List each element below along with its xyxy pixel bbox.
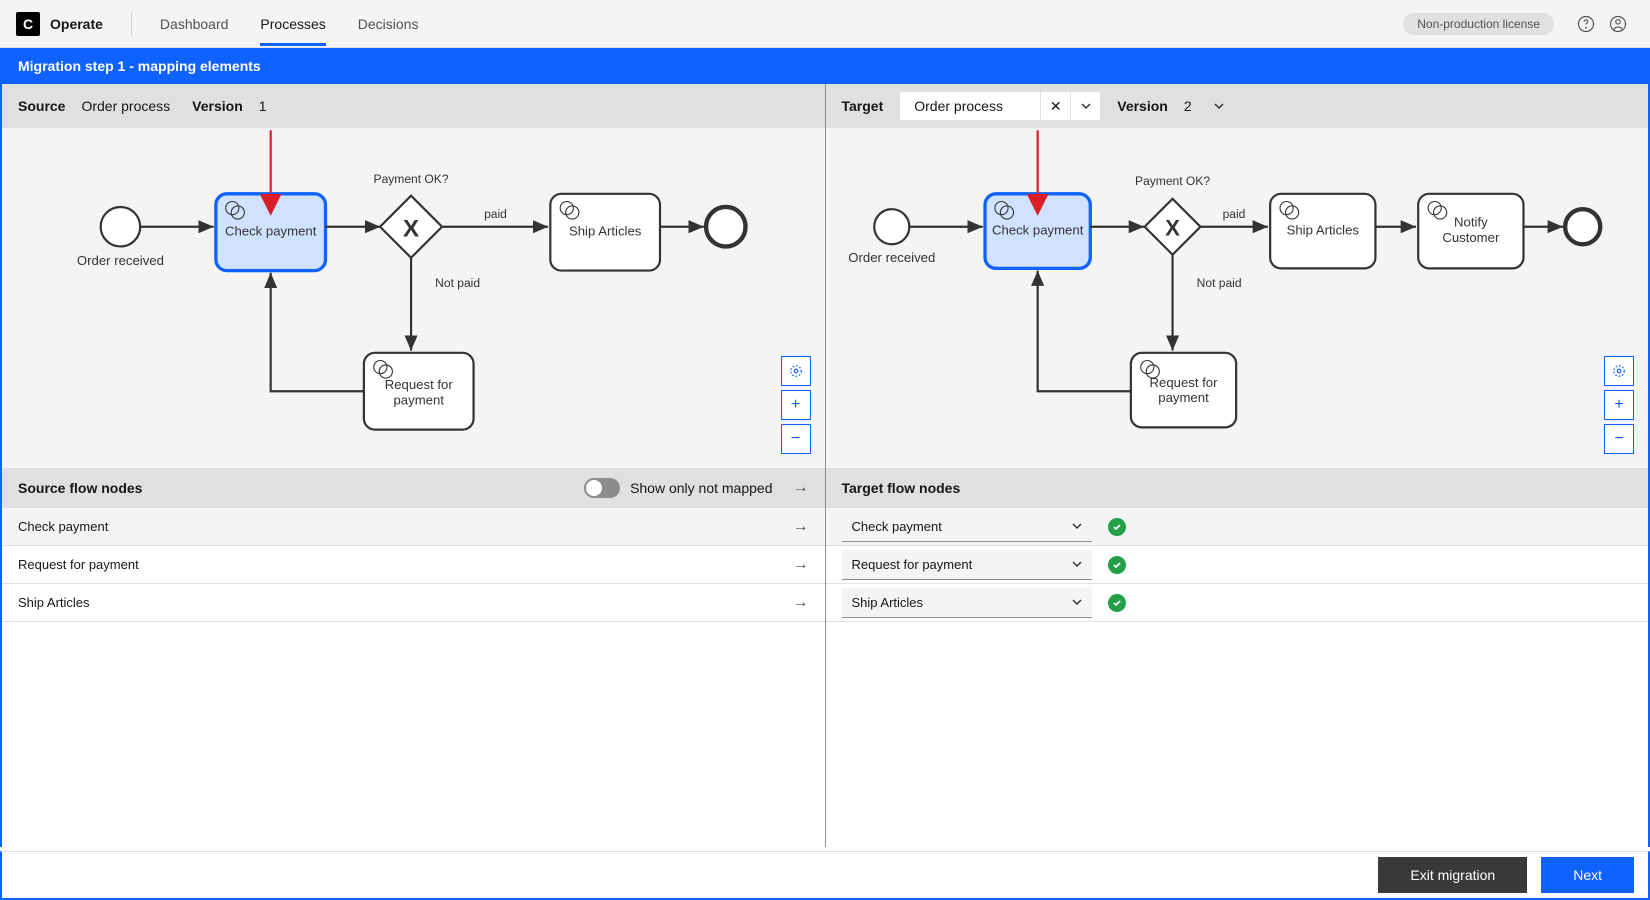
source-diagram[interactable]: Order received Check payment X Payment O… — [2, 128, 825, 468]
table-row: Ship Articles — [826, 584, 1649, 622]
svg-text:Not paid: Not paid — [435, 276, 480, 290]
svg-text:X: X — [403, 216, 419, 243]
svg-text:Payment OK?: Payment OK? — [1135, 174, 1210, 188]
svg-text:Order received: Order received — [77, 253, 164, 268]
target-select[interactable]: Check payment — [842, 512, 1092, 542]
svg-text:Request for: Request for — [1149, 375, 1218, 390]
source-rows: Check payment→ Request for payment→ Ship… — [2, 508, 825, 622]
table-row[interactable]: Ship Articles→ — [2, 584, 825, 622]
arrow-icon: → — [793, 518, 809, 536]
check-icon — [1108, 594, 1126, 612]
migration-step-bar: Migration step 1 - mapping elements — [0, 48, 1650, 84]
check-icon — [1108, 518, 1126, 536]
nav-decisions[interactable]: Decisions — [358, 2, 419, 46]
zoom-controls: + − — [1604, 356, 1634, 454]
target-version: 2 — [1184, 98, 1192, 114]
source-label: Source — [18, 98, 65, 114]
source-flow-nodes-label: Source flow nodes — [18, 480, 142, 496]
table-row: Check payment — [826, 508, 1649, 546]
next-button[interactable]: Next — [1541, 857, 1634, 893]
target-diagram[interactable]: Order received Check payment X Payment O… — [826, 128, 1649, 468]
toggle-label: Show only not mapped — [630, 480, 772, 496]
target-flow-nodes-label: Target flow nodes — [842, 480, 961, 496]
svg-text:Ship Articles: Ship Articles — [1286, 222, 1359, 237]
source-panel: Source Order process Version 1 Order rec… — [2, 84, 826, 847]
target-process-select[interactable]: Order process ✕ — [899, 91, 1101, 121]
exit-migration-button[interactable]: Exit migration — [1378, 857, 1527, 893]
svg-text:Ship Articles: Ship Articles — [569, 223, 642, 238]
nav-processes[interactable]: Processes — [260, 2, 325, 46]
zoom-controls: + − — [781, 356, 811, 454]
svg-text:Not paid: Not paid — [1196, 276, 1241, 290]
source-process: Order process — [81, 98, 170, 114]
target-table-header: Target flow nodes — [826, 468, 1649, 508]
svg-text:Payment OK?: Payment OK? — [374, 172, 449, 186]
show-not-mapped-toggle[interactable] — [584, 478, 620, 498]
arrow-icon: → — [793, 594, 809, 612]
source-table-header: Source flow nodes Show only not mapped → — [2, 468, 825, 508]
svg-text:paid: paid — [1222, 207, 1245, 221]
svg-text:Request for: Request for — [385, 377, 454, 392]
target-label: Target — [842, 98, 884, 114]
zoom-reset-button[interactable] — [781, 356, 811, 386]
svg-text:Check payment: Check payment — [225, 223, 317, 238]
target-select[interactable]: Ship Articles — [842, 588, 1092, 618]
nav-divider — [131, 12, 132, 36]
target-header: Target Order process ✕ Version 2 — [826, 84, 1649, 128]
zoom-in-button[interactable]: + — [1604, 390, 1634, 420]
footer: Exit migration Next — [0, 851, 1650, 900]
arrow-icon: → — [793, 556, 809, 574]
target-select[interactable]: Request for payment — [842, 550, 1092, 580]
svg-text:payment: payment — [1158, 390, 1209, 405]
zoom-reset-button[interactable] — [1604, 356, 1634, 386]
svg-text:X: X — [1165, 215, 1180, 240]
nav-dashboard[interactable]: Dashboard — [160, 2, 229, 46]
top-nav: C Operate Dashboard Processes Decisions … — [0, 0, 1650, 48]
help-icon[interactable] — [1570, 8, 1602, 40]
source-header: Source Order process Version 1 — [2, 84, 825, 128]
source-version-label: Version — [192, 98, 243, 114]
logo-icon: C — [16, 12, 40, 36]
zoom-out-button[interactable]: − — [1604, 424, 1634, 454]
svg-text:Order received: Order received — [848, 250, 935, 265]
license-pill: Non-production license — [1403, 13, 1554, 35]
source-version: 1 — [259, 98, 267, 114]
svg-text:Notify: Notify — [1454, 215, 1488, 230]
user-icon[interactable] — [1602, 8, 1634, 40]
svg-text:Customer: Customer — [1442, 230, 1500, 245]
target-rows: Check payment Request for payment Ship A… — [826, 508, 1649, 622]
chevron-down-icon[interactable] — [1070, 92, 1100, 120]
target-version-label: Version — [1117, 98, 1168, 114]
table-row[interactable]: Check payment→ — [2, 508, 825, 546]
zoom-out-button[interactable]: − — [781, 424, 811, 454]
zoom-in-button[interactable]: + — [781, 390, 811, 420]
check-icon — [1108, 556, 1126, 574]
arrow-icon: → — [793, 479, 809, 497]
table-row: Request for payment — [826, 546, 1649, 584]
chevron-down-icon[interactable] — [1214, 101, 1224, 111]
svg-text:payment: payment — [393, 392, 444, 407]
svg-text:paid: paid — [484, 207, 507, 221]
svg-text:Check payment: Check payment — [991, 222, 1083, 237]
clear-icon[interactable]: ✕ — [1040, 92, 1070, 120]
brand-label: Operate — [50, 16, 103, 32]
table-row[interactable]: Request for payment→ — [2, 546, 825, 584]
target-panel: Target Order process ✕ Version 2 Order r… — [826, 84, 1649, 847]
